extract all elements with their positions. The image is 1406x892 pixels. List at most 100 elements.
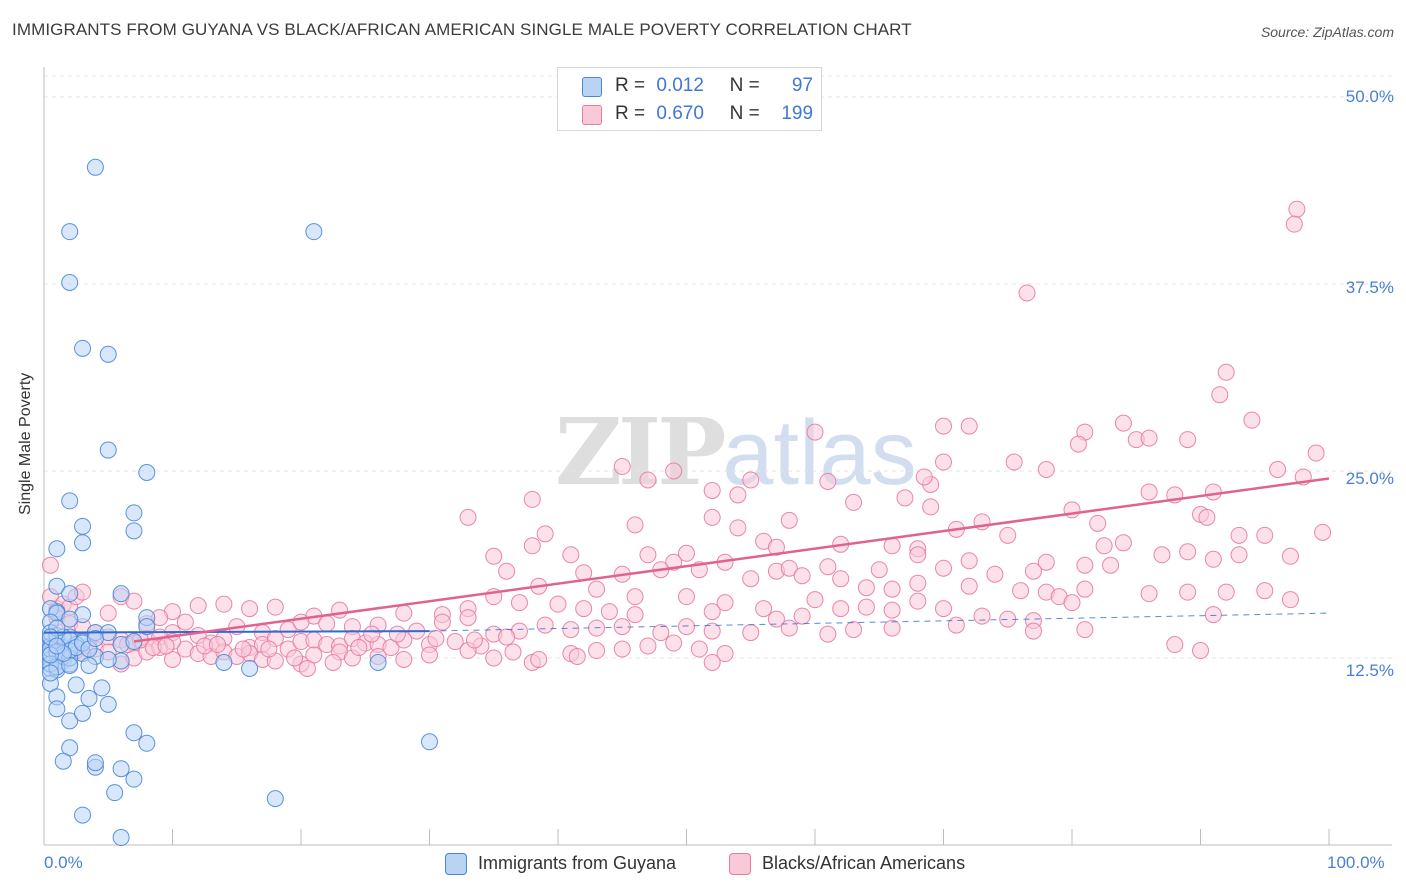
r-label: R = [615, 75, 646, 96]
guyana-point [74, 704, 92, 722]
black-point [780, 559, 798, 577]
guyana-point [106, 784, 124, 802]
guyana-point [93, 679, 111, 697]
black-point [427, 630, 445, 648]
black-point [260, 640, 278, 658]
guyana-point [125, 522, 143, 540]
source-label: Source: ZipAtlas.com [1260, 24, 1394, 40]
n-label: N = [729, 103, 760, 124]
y-tick-12-5: 12.5% [1345, 661, 1394, 680]
guyana-point [74, 339, 92, 357]
guyana-point [138, 463, 156, 481]
black-point [703, 603, 721, 621]
guyana-point [99, 695, 117, 713]
black-point [1179, 431, 1197, 449]
black-point [433, 613, 451, 631]
black-point [1076, 580, 1094, 598]
black-point [1211, 386, 1229, 404]
guyana-point [54, 752, 72, 770]
guyana-point [61, 610, 79, 628]
guyana-point [112, 585, 130, 603]
guyana-point [86, 630, 104, 648]
black-point [1076, 556, 1094, 574]
guyana-point [138, 734, 156, 752]
black-point [318, 615, 336, 633]
black-point [613, 640, 631, 658]
black-point [845, 621, 863, 639]
grid-layer [44, 75, 1392, 659]
black-point [1140, 429, 1158, 447]
black-point [1243, 411, 1261, 429]
r-label: R = [615, 103, 646, 124]
black-point [716, 594, 734, 612]
guyana-point [61, 585, 79, 603]
guyana-point [86, 158, 104, 176]
guyana-point [48, 700, 66, 718]
black-point [845, 493, 863, 511]
black-point [703, 653, 721, 671]
black-point [729, 486, 747, 504]
black-point [1288, 200, 1306, 218]
black-point [157, 637, 175, 655]
black-point [1153, 546, 1171, 564]
black-point [883, 619, 901, 637]
black-point [909, 574, 927, 592]
black-point [1037, 553, 1055, 571]
black-point [465, 631, 483, 649]
black-point [395, 604, 413, 622]
black-point [626, 606, 644, 624]
black-point [780, 619, 798, 637]
black-point [915, 468, 933, 486]
black-point [999, 526, 1017, 544]
guyana-point [61, 712, 79, 730]
black-point [626, 516, 644, 534]
black-point [286, 649, 304, 667]
black-point [1307, 444, 1325, 462]
black-point [909, 546, 927, 564]
black-point [690, 640, 708, 658]
guyana-point [112, 829, 130, 847]
x-tick-min: 0.0% [44, 853, 83, 872]
black-point [935, 453, 952, 471]
black-point [819, 558, 837, 576]
black-point [922, 498, 940, 516]
guyana-point [74, 517, 92, 535]
black-point [266, 598, 284, 616]
black-point [99, 604, 117, 622]
black-point [485, 547, 503, 565]
black-point [857, 598, 875, 616]
black-point [793, 567, 811, 585]
guyana-point [80, 689, 98, 707]
guyana-point [48, 540, 66, 558]
black-point [1024, 562, 1042, 580]
guyana-point [67, 676, 85, 694]
legend-pink-swatch [729, 853, 751, 875]
guyana-point [266, 790, 284, 808]
black-point [1140, 483, 1158, 501]
guyana-point [99, 345, 117, 363]
black-point [613, 618, 631, 636]
guyana-point [125, 724, 143, 742]
black-point [1204, 483, 1222, 501]
black-point [832, 600, 850, 618]
guyana-point [48, 577, 66, 595]
black-point [1140, 585, 1158, 603]
black-point [909, 592, 927, 610]
black-point [176, 613, 194, 631]
n-value: 199 [781, 103, 814, 124]
black-point [536, 616, 554, 634]
black-point [1192, 642, 1209, 660]
black-point [806, 591, 824, 609]
legend-blue-swatch [445, 853, 467, 875]
black-point [806, 423, 824, 441]
guyana-trend-line [43, 630, 430, 634]
black-point [755, 600, 773, 618]
guyana-point [74, 534, 92, 552]
black-point [549, 595, 567, 613]
watermark-zip: ZIP [555, 398, 726, 506]
black-point [1024, 622, 1042, 640]
black-trend-line [133, 477, 1330, 643]
black-point [1037, 461, 1055, 479]
black-point [1069, 435, 1087, 453]
